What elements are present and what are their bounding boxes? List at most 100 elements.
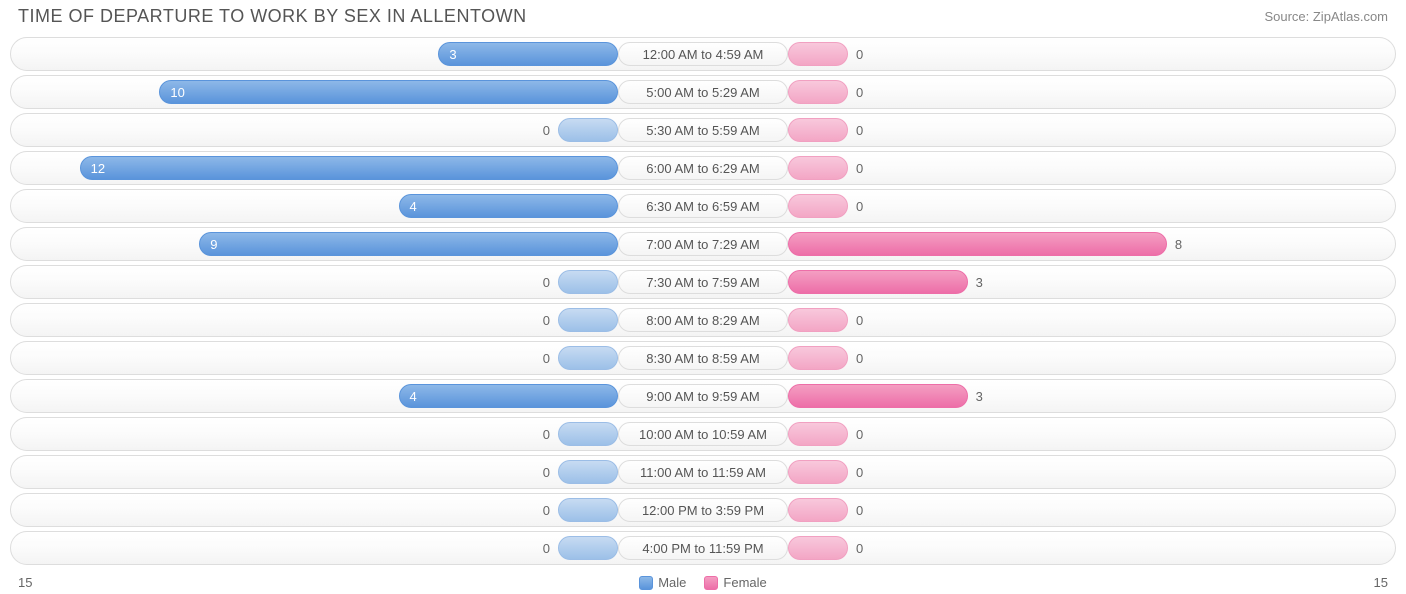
chart-row: 005:30 AM to 5:59 AM [10,113,1396,147]
chart-footer: 15 Male Female 15 [0,575,1406,590]
chart-row: 0011:00 AM to 11:59 AM [10,455,1396,489]
male-bar: 4 [399,194,618,218]
left-axis-max: 15 [18,575,32,590]
male-value: 10 [170,85,184,100]
male-bar: 10 [159,80,618,104]
female-value: 0 [848,152,888,184]
male-half: 0 [11,532,703,564]
chart-row: 0 0 10:00 AM to 10:59 AM [10,417,1396,451]
chart-row: 1005:00 AM to 5:29 AM [10,75,1396,109]
female-swatch-icon [704,576,718,590]
male-value: 4 [410,199,417,214]
legend-male: Male [639,575,686,590]
category-label: 9:00 AM to 9:59 AM [618,384,788,408]
female-half: 0 [703,76,1395,108]
chart-row: 008:30 AM to 8:59 AM [10,341,1396,375]
female-stub [788,346,848,370]
male-half: 0 [11,456,703,488]
female-half: 0 [703,152,1395,184]
legend: Male Female [639,575,767,590]
chart-row: 004:00 PM to 11:59 PM [10,531,1396,565]
female-stub [788,498,848,522]
chart-row: 0 0 8:00 AM to 8:29 AM [10,303,1396,337]
chart-source: Source: ZipAtlas.com [1264,9,1388,24]
male-value: 0 [518,532,558,564]
chart-header: TIME OF DEPARTURE TO WORK BY SEX IN ALLE… [0,0,1406,37]
female-value: 0 [848,114,888,146]
category-label: 11:00 AM to 11:59 AM [618,460,788,484]
male-value: 4 [410,389,417,404]
category-label: 12:00 AM to 4:59 AM [618,42,788,66]
male-value: 0 [518,456,558,488]
female-half: 0 [703,114,1395,146]
male-half: 0 [11,494,703,526]
male-half: 10 [11,76,703,108]
female-stub [788,118,848,142]
female-value: 0 [848,532,888,564]
chart-row: 0 0 12:00 PM to 3:59 PM [10,493,1396,527]
category-label: 12:00 PM to 3:59 PM [618,498,788,522]
male-value: 0 [518,494,558,526]
category-label: 10:00 AM to 10:59 AM [618,422,788,446]
female-bar [788,384,968,408]
male-half: 0 [11,342,703,374]
male-half: 4 [11,380,703,412]
male-stub [558,118,618,142]
male-bar: 12 [80,156,618,180]
female-half: 0 [703,190,1395,222]
female-stub [788,422,848,446]
female-value: 0 [848,418,888,450]
female-value: 8 [1167,228,1207,260]
female-value: 3 [968,380,1008,412]
female-stub [788,194,848,218]
male-stub [558,308,618,332]
chart-row: 4 3 9:00 AM to 9:59 AM [10,379,1396,413]
category-label: 8:30 AM to 8:59 AM [618,346,788,370]
chart-row: 12 0 6:00 AM to 6:29 AM [10,151,1396,185]
category-label: 8:00 AM to 8:29 AM [618,308,788,332]
female-stub [788,308,848,332]
male-stub [558,498,618,522]
female-half: 0 [703,532,1395,564]
chart-row: 0 3 7:30 AM to 7:59 AM [10,265,1396,299]
male-half: 12 [11,152,703,184]
female-half: 0 [703,304,1395,336]
right-axis-max: 15 [1374,575,1388,590]
chart-row: 9 8 7:00 AM to 7:29 AM [10,227,1396,261]
category-label: 6:00 AM to 6:29 AM [618,156,788,180]
female-value: 0 [848,38,888,70]
female-value: 0 [848,190,888,222]
male-bar: 9 [199,232,618,256]
male-value: 3 [449,47,456,62]
female-stub [788,460,848,484]
female-stub [788,536,848,560]
chart-row: 406:30 AM to 6:59 AM [10,189,1396,223]
male-value: 0 [518,342,558,374]
male-value: 0 [518,266,558,298]
male-value: 12 [91,161,105,176]
male-swatch-icon [639,576,653,590]
female-value: 3 [968,266,1008,298]
category-label: 7:00 AM to 7:29 AM [618,232,788,256]
male-value: 0 [518,304,558,336]
male-bar: 4 [399,384,618,408]
male-half: 4 [11,190,703,222]
female-value: 0 [848,76,888,108]
male-stub [558,270,618,294]
male-stub [558,422,618,446]
male-half: 0 [11,418,703,450]
male-half: 0 [11,266,703,298]
legend-male-label: Male [658,575,686,590]
chart-body: 3012:00 AM to 4:59 AM1005:00 AM to 5:29 … [0,37,1406,565]
female-half: 0 [703,342,1395,374]
female-half: 8 [703,228,1395,260]
male-stub [558,536,618,560]
male-half: 0 [11,304,703,336]
female-value: 0 [848,494,888,526]
female-half: 3 [703,266,1395,298]
female-value: 0 [848,304,888,336]
male-half: 0 [11,114,703,146]
male-value: 0 [518,418,558,450]
female-stub [788,80,848,104]
category-label: 7:30 AM to 7:59 AM [618,270,788,294]
